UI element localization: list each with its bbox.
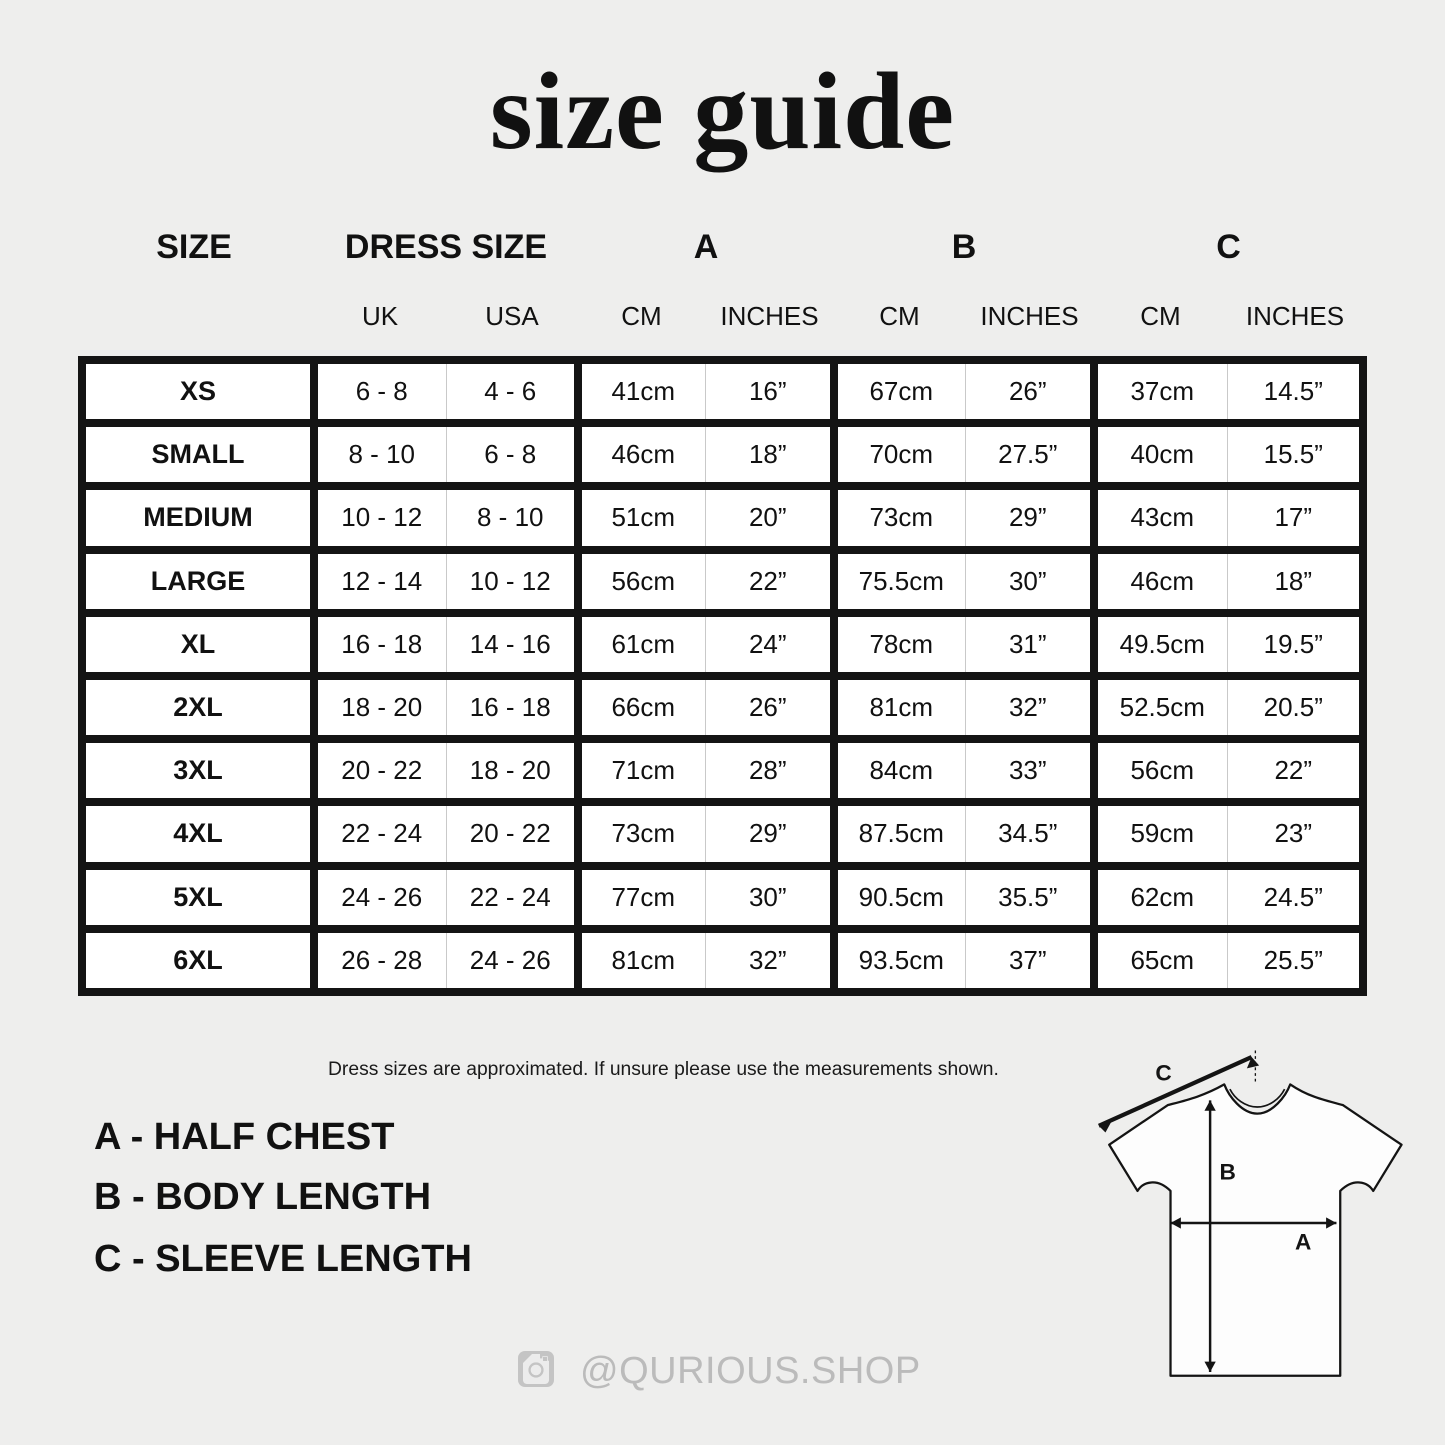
svg-text:C: C — [1155, 1061, 1171, 1086]
svg-text:A: A — [1295, 1229, 1311, 1254]
svg-text:B: B — [1220, 1160, 1236, 1185]
